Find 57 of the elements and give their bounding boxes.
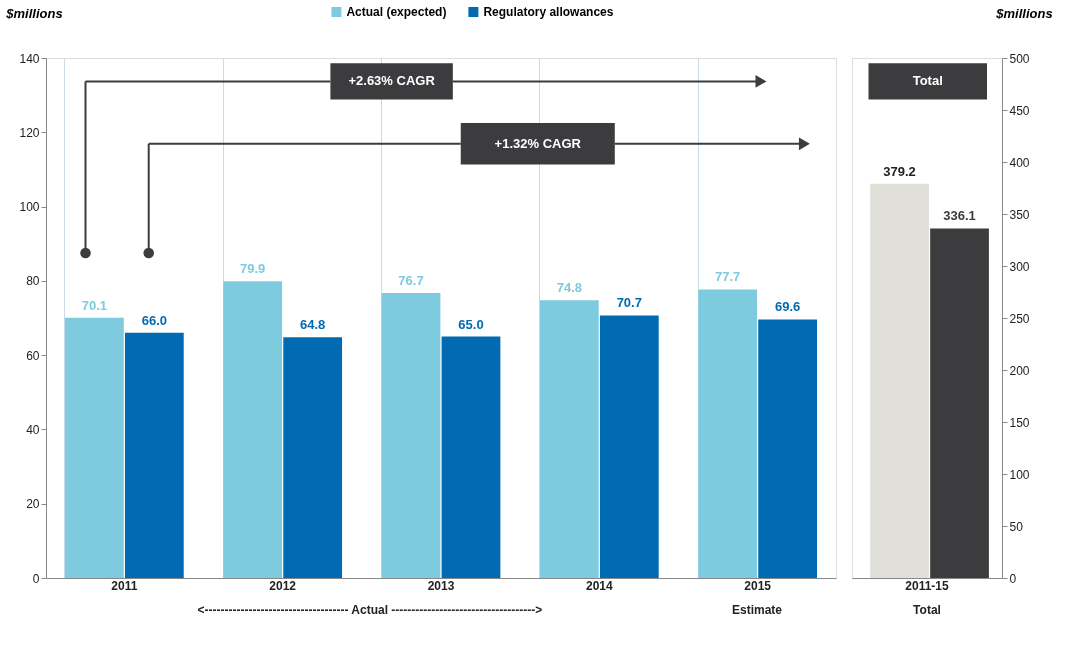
- data-label: 77.7: [714, 269, 741, 285]
- bar: [441, 336, 501, 578]
- bar: [124, 332, 184, 578]
- x-tick-label: 2012: [269, 578, 297, 593]
- y-tick-label: 0: [1009, 571, 1017, 586]
- data-label: 70.7: [616, 295, 642, 311]
- y-tick-label: 200: [1009, 363, 1030, 378]
- y-tick-label: 400: [1009, 155, 1030, 170]
- data-label: 66.0: [141, 312, 168, 328]
- bar: [599, 315, 659, 578]
- data-label: 79.9: [240, 261, 266, 277]
- bar: [698, 289, 758, 578]
- y-tick-label: 150: [1009, 415, 1030, 430]
- x-tick-label: 2011: [111, 578, 138, 593]
- x-tick-label: 2011-15: [905, 578, 950, 593]
- y-tick-label: 250: [1009, 311, 1030, 326]
- y-tick-label: 350: [1009, 207, 1030, 222]
- y-tick-label: 0: [32, 571, 40, 586]
- bar: [283, 337, 343, 578]
- data-label: 74.8: [556, 280, 582, 296]
- y-tick-label: 450: [1009, 103, 1030, 118]
- text: <------------------------------------ Actual ------------------------------------>: [197, 603, 543, 617]
- data-label: 336.1: [943, 208, 976, 224]
- data-label: 70.1: [81, 297, 108, 313]
- x-tick-label: 2013: [427, 578, 455, 593]
- data-label: 76.7: [398, 273, 424, 289]
- text: Total: [913, 603, 941, 617]
- y-tick-label: 300: [1009, 259, 1030, 274]
- y-tick-label: 100: [1009, 467, 1030, 482]
- y-axis-title: $millions: [995, 5, 1053, 21]
- y-tick-label: 40: [26, 422, 40, 437]
- annotation: +2.63% CAGR: [348, 73, 436, 89]
- legend-label: Regulatory allowances: [483, 5, 614, 19]
- data-label: 64.8: [300, 317, 326, 333]
- annotation: Total: [912, 73, 943, 89]
- y-tick-label: 80: [26, 274, 40, 289]
- y-tick-label: 60: [26, 348, 40, 363]
- bar: [539, 300, 599, 578]
- bar: [65, 317, 124, 578]
- y-tick-label: 50: [1009, 519, 1024, 534]
- data-label: 69.6: [774, 299, 801, 315]
- x-tick-label: 2014: [585, 578, 613, 593]
- legend-label: Actual (expected): [346, 5, 447, 19]
- data-label: 379.2: [883, 163, 916, 179]
- y-axis-title: $millions: [5, 5, 63, 21]
- y-tick-label: 140: [19, 51, 40, 66]
- y-tick-label: 20: [26, 497, 40, 512]
- y-tick-label: 100: [19, 200, 40, 215]
- x-tick-label: 2015: [744, 578, 772, 593]
- bar: [381, 293, 441, 578]
- text: Estimate: [731, 603, 783, 617]
- y-tick-label: 120: [19, 125, 40, 140]
- bar: [758, 319, 817, 578]
- data-label: 65.0: [458, 316, 484, 332]
- bar: [223, 281, 283, 578]
- y-tick-label: 500: [1009, 51, 1030, 66]
- annotation: +1.32% CAGR: [494, 135, 582, 151]
